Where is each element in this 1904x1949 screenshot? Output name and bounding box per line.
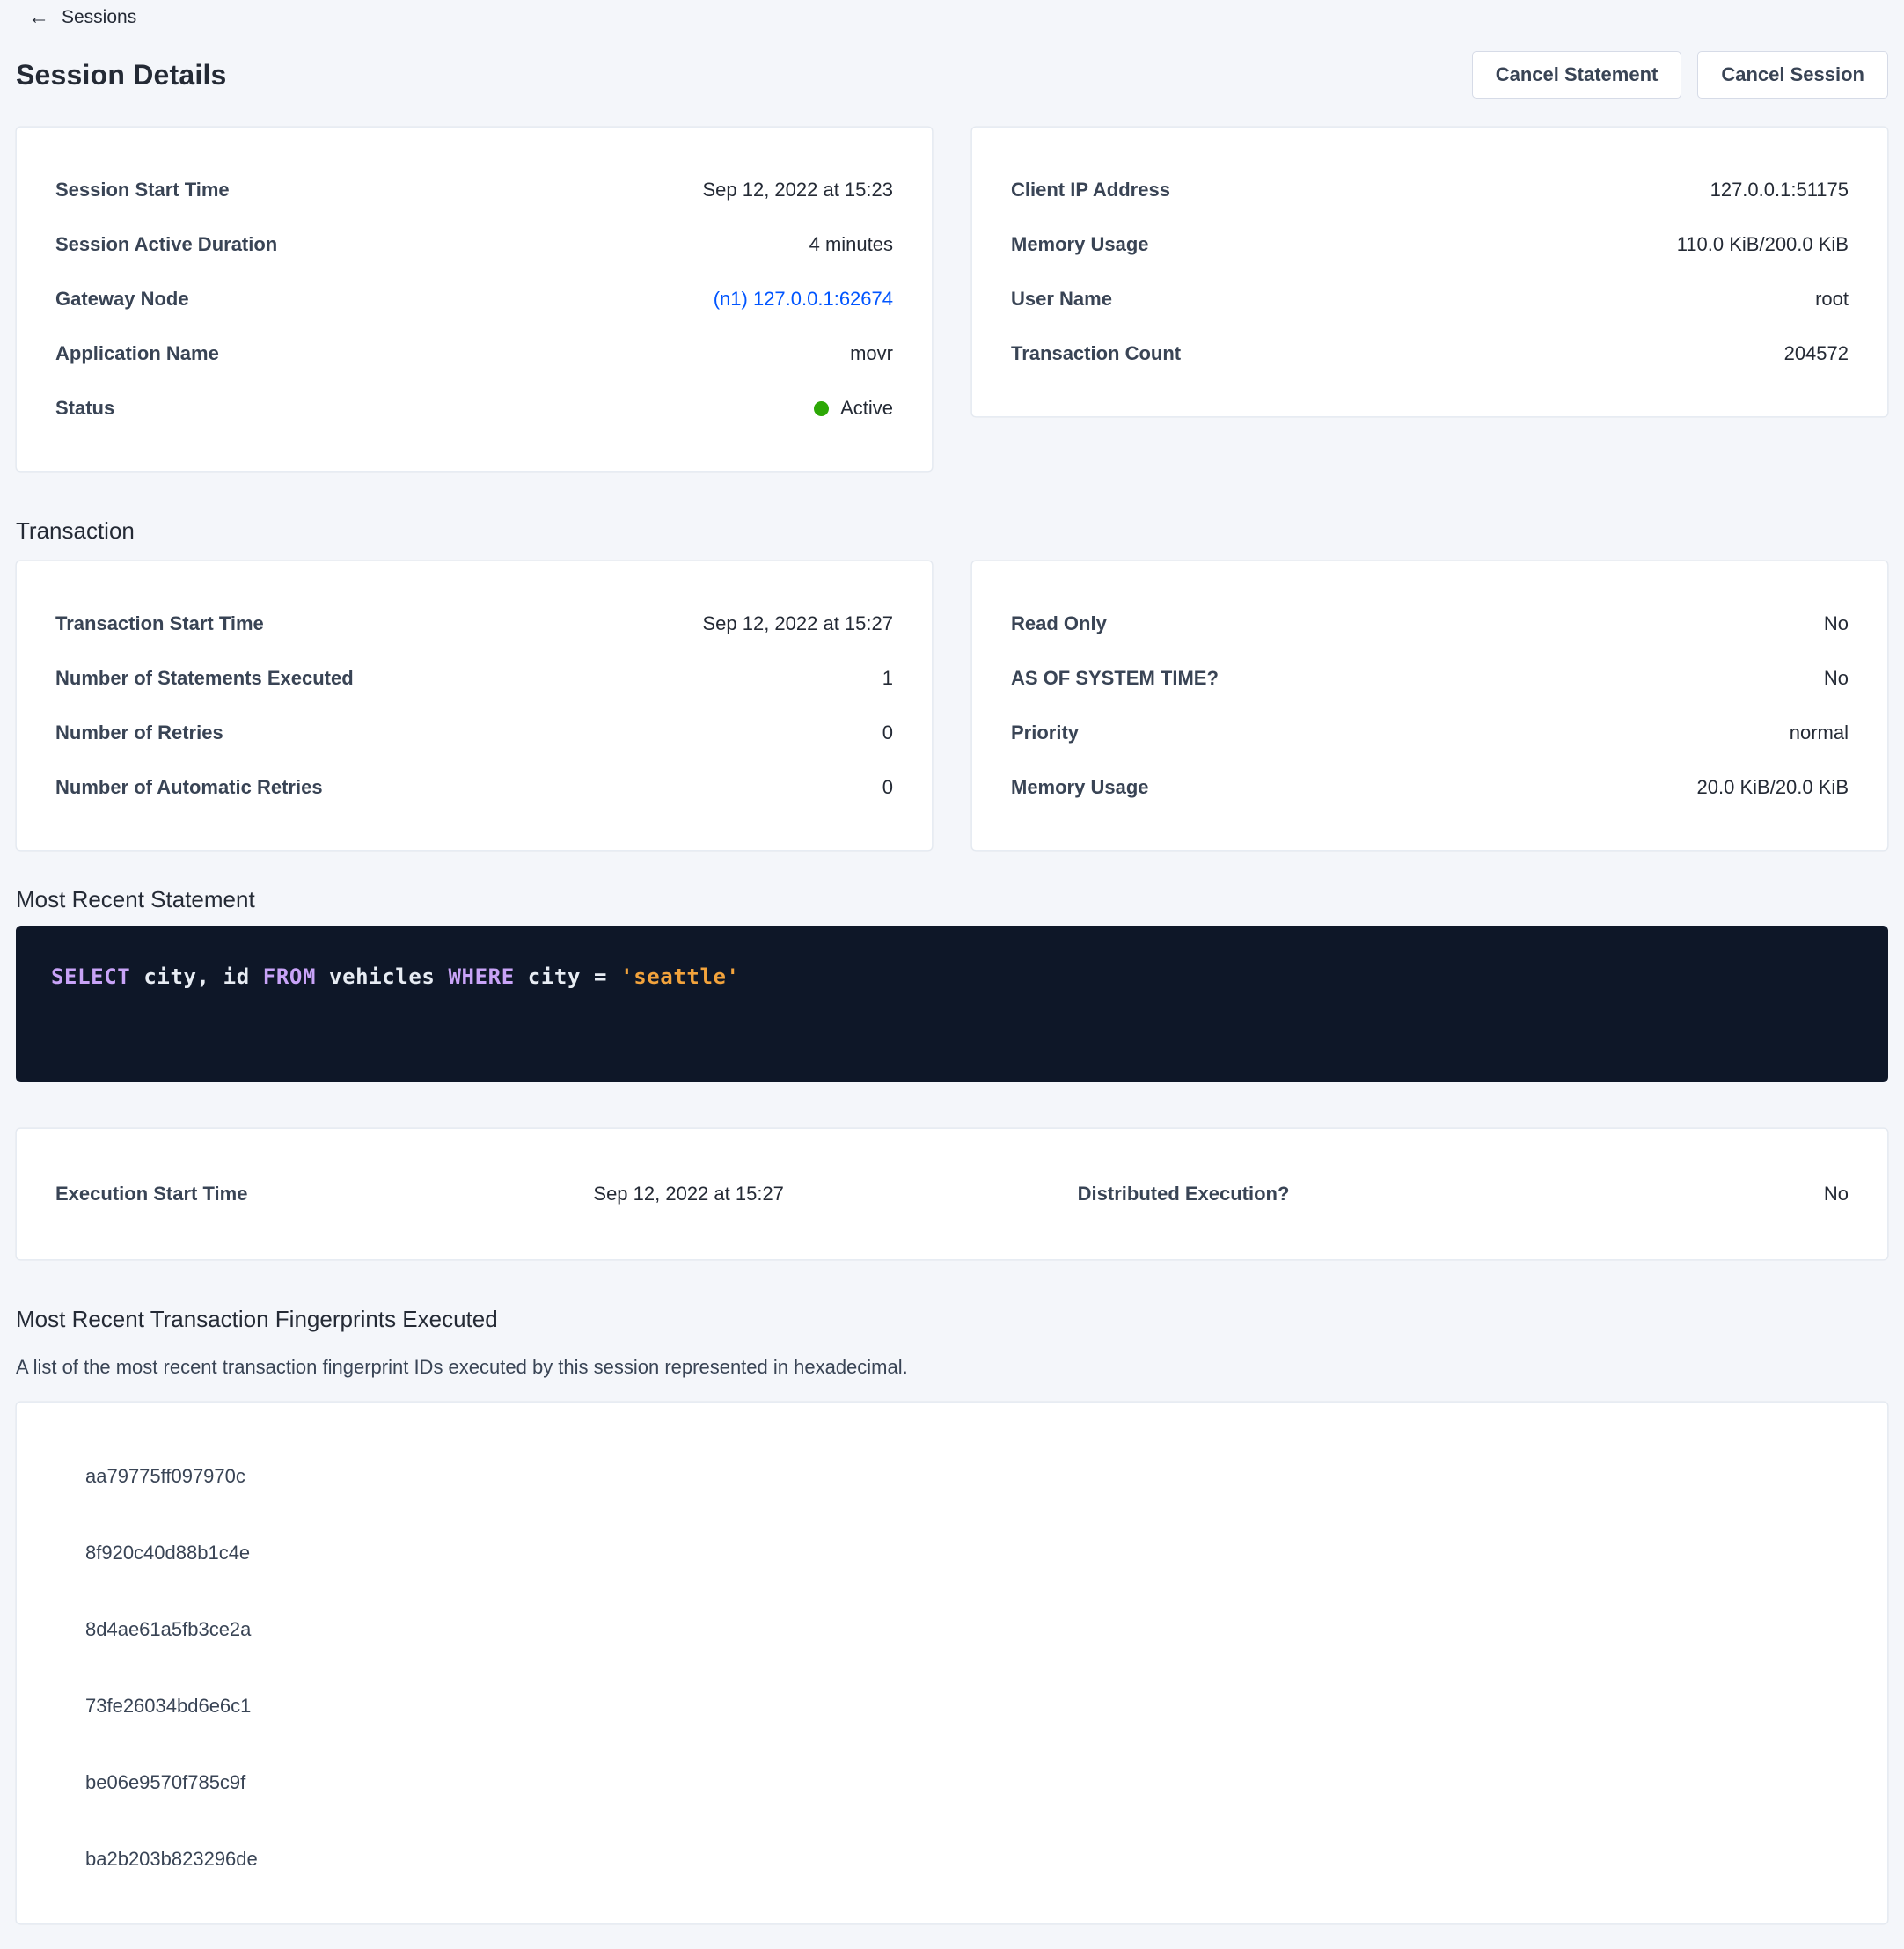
breadcrumb-label: Sessions bbox=[62, 7, 137, 27]
sql-token-string: 'seattle' bbox=[620, 964, 740, 989]
execution-row: Execution Start Time Sep 12, 2022 at 15:… bbox=[55, 1183, 1849, 1205]
session-start-time-label: Session Start Time bbox=[55, 179, 230, 201]
txn-memory-usage-label: Memory Usage bbox=[1011, 776, 1149, 798]
fingerprint-list-item: be06e9570f785c9f bbox=[85, 1770, 246, 1793]
detail-row: Session Start Time Sep 12, 2022 at 15:23 bbox=[55, 163, 893, 217]
detail-row: Number of Automatic Retries 0 bbox=[55, 760, 893, 815]
sql-token-plain: vehicles bbox=[316, 964, 449, 989]
detail-row: Status Active bbox=[55, 381, 893, 436]
user-name-label: User Name bbox=[1011, 288, 1112, 310]
status-active-dot-icon bbox=[814, 400, 830, 416]
txn-memory-usage-value: 20.0 KiB/20.0 KiB bbox=[1696, 776, 1849, 798]
read-only-value: No bbox=[1823, 612, 1849, 634]
transaction-start-time-label: Transaction Start Time bbox=[55, 612, 264, 634]
detail-row: AS OF SYSTEM TIME? No bbox=[1011, 651, 1849, 706]
priority-value: normal bbox=[1789, 722, 1849, 744]
transaction-count-value: 204572 bbox=[1783, 342, 1849, 364]
application-name-value: movr bbox=[850, 342, 893, 364]
session-summary-row: Session Start Time Sep 12, 2022 at 15:23… bbox=[16, 127, 1888, 472]
fingerprint-list-item: 73fe26034bd6e6c1 bbox=[85, 1694, 252, 1717]
session-info-card: Session Start Time Sep 12, 2022 at 15:23… bbox=[16, 127, 933, 472]
status-label: Status bbox=[55, 397, 115, 419]
detail-row: Transaction Count 204572 bbox=[1011, 326, 1849, 381]
status-value: Active bbox=[814, 397, 893, 420]
sql-statement: SELECT city, id FROM vehicles WHERE city… bbox=[51, 964, 1853, 989]
detail-row: Read Only No bbox=[1011, 597, 1849, 651]
detail-row: User Name root bbox=[1011, 272, 1849, 326]
retries-label: Number of Retries bbox=[55, 722, 223, 744]
fingerprint-list-item: 8d4ae61a5fb3ce2a bbox=[85, 1617, 252, 1640]
gateway-node-link[interactable]: (n1) 127.0.0.1:62674 bbox=[713, 288, 893, 310]
page-title: Session Details bbox=[16, 58, 227, 91]
cancel-statement-button[interactable]: Cancel Statement bbox=[1471, 51, 1682, 99]
retries-value: 0 bbox=[882, 722, 893, 744]
as-of-system-time-value: No bbox=[1823, 667, 1849, 689]
read-only-label: Read Only bbox=[1011, 612, 1107, 634]
sql-token-keyword: SELECT bbox=[51, 964, 131, 989]
transaction-details-card: Transaction Start Time Sep 12, 2022 at 1… bbox=[16, 561, 933, 851]
sql-token-keyword: FROM bbox=[262, 964, 316, 989]
statements-executed-label: Number of Statements Executed bbox=[55, 667, 354, 689]
user-name-value: root bbox=[1815, 288, 1849, 310]
detail-row: Number of Retries 0 bbox=[55, 706, 893, 760]
detail-row: Application Name movr bbox=[55, 326, 893, 381]
transaction-cards-row: Transaction Start Time Sep 12, 2022 at 1… bbox=[16, 561, 1888, 851]
client-info-card: Client IP Address 127.0.0.1:51175 Memory… bbox=[971, 127, 1888, 417]
detail-row: Memory Usage 110.0 KiB/200.0 KiB bbox=[1011, 217, 1849, 272]
execution-start-time-value: Sep 12, 2022 at 15:27 bbox=[593, 1183, 784, 1205]
transaction-count-label: Transaction Count bbox=[1011, 342, 1182, 364]
client-ip-value: 127.0.0.1:51175 bbox=[1710, 179, 1849, 201]
session-active-duration-value: 4 minutes bbox=[809, 233, 893, 255]
detail-row: Client IP Address 127.0.0.1:51175 bbox=[1011, 163, 1849, 217]
memory-usage-value: 110.0 KiB/200.0 KiB bbox=[1676, 233, 1849, 255]
fingerprint-list-item: 8f920c40d88b1c4e bbox=[85, 1541, 251, 1564]
status-text: Active bbox=[840, 397, 893, 419]
transaction-section-heading: Transaction bbox=[16, 517, 135, 544]
statement-section-heading: Most Recent Statement bbox=[16, 886, 255, 912]
detail-row: Memory Usage 20.0 KiB/20.0 KiB bbox=[1011, 760, 1849, 815]
as-of-system-time-label: AS OF SYSTEM TIME? bbox=[1011, 667, 1219, 689]
sql-statement-box: SELECT city, id FROM vehicles WHERE city… bbox=[16, 926, 1888, 1082]
priority-label: Priority bbox=[1011, 722, 1080, 744]
automatic-retries-value: 0 bbox=[882, 776, 893, 798]
transaction-start-time-value: Sep 12, 2022 at 15:27 bbox=[702, 612, 893, 634]
fingerprints-card: aa79775ff097970c 8f920c40d88b1c4e 8d4ae6… bbox=[16, 1402, 1888, 1924]
automatic-retries-label: Number of Automatic Retries bbox=[55, 776, 323, 798]
fingerprint-list-item: aa79775ff097970c bbox=[85, 1464, 245, 1487]
client-ip-label: Client IP Address bbox=[1011, 179, 1170, 201]
back-arrow-icon: ← bbox=[28, 5, 49, 29]
session-start-time-value: Sep 12, 2022 at 15:23 bbox=[702, 179, 893, 201]
gateway-node-label: Gateway Node bbox=[55, 288, 189, 310]
statements-executed-value: 1 bbox=[882, 667, 893, 689]
sql-token-plain: city, id bbox=[130, 964, 263, 989]
execution-card: Execution Start Time Sep 12, 2022 at 15:… bbox=[16, 1128, 1888, 1260]
transaction-properties-card: Read Only No AS OF SYSTEM TIME? No Prior… bbox=[971, 561, 1888, 851]
execution-start-time-label: Execution Start Time bbox=[55, 1183, 248, 1205]
fingerprint-list-item: ba2b203b823296de bbox=[85, 1847, 258, 1870]
fingerprints-section-heading: Most Recent Transaction Fingerprints Exe… bbox=[16, 1306, 498, 1332]
distributed-execution-label: Distributed Execution? bbox=[1077, 1183, 1290, 1205]
session-active-duration-label: Session Active Duration bbox=[55, 233, 278, 255]
detail-row: Transaction Start Time Sep 12, 2022 at 1… bbox=[55, 597, 893, 651]
fingerprints-section-description: A list of the most recent transaction fi… bbox=[16, 1356, 908, 1378]
application-name-label: Application Name bbox=[55, 342, 219, 364]
sql-token-keyword: WHERE bbox=[448, 964, 515, 989]
breadcrumb-back-sessions[interactable]: ← Sessions bbox=[28, 7, 136, 28]
cancel-session-button[interactable]: Cancel Session bbox=[1697, 51, 1888, 99]
header-actions: Cancel Statement Cancel Session bbox=[1471, 51, 1888, 99]
detail-row: Gateway Node (n1) 127.0.0.1:62674 bbox=[55, 272, 893, 326]
page-header: Session Details Cancel Statement Cancel … bbox=[16, 51, 1888, 99]
distributed-execution-value: No bbox=[1823, 1183, 1849, 1205]
detail-row: Number of Statements Executed 1 bbox=[55, 651, 893, 706]
detail-row: Priority normal bbox=[1011, 706, 1849, 760]
detail-row: Session Active Duration 4 minutes bbox=[55, 217, 893, 272]
memory-usage-label: Memory Usage bbox=[1011, 233, 1149, 255]
sql-token-plain: city = bbox=[514, 964, 621, 989]
